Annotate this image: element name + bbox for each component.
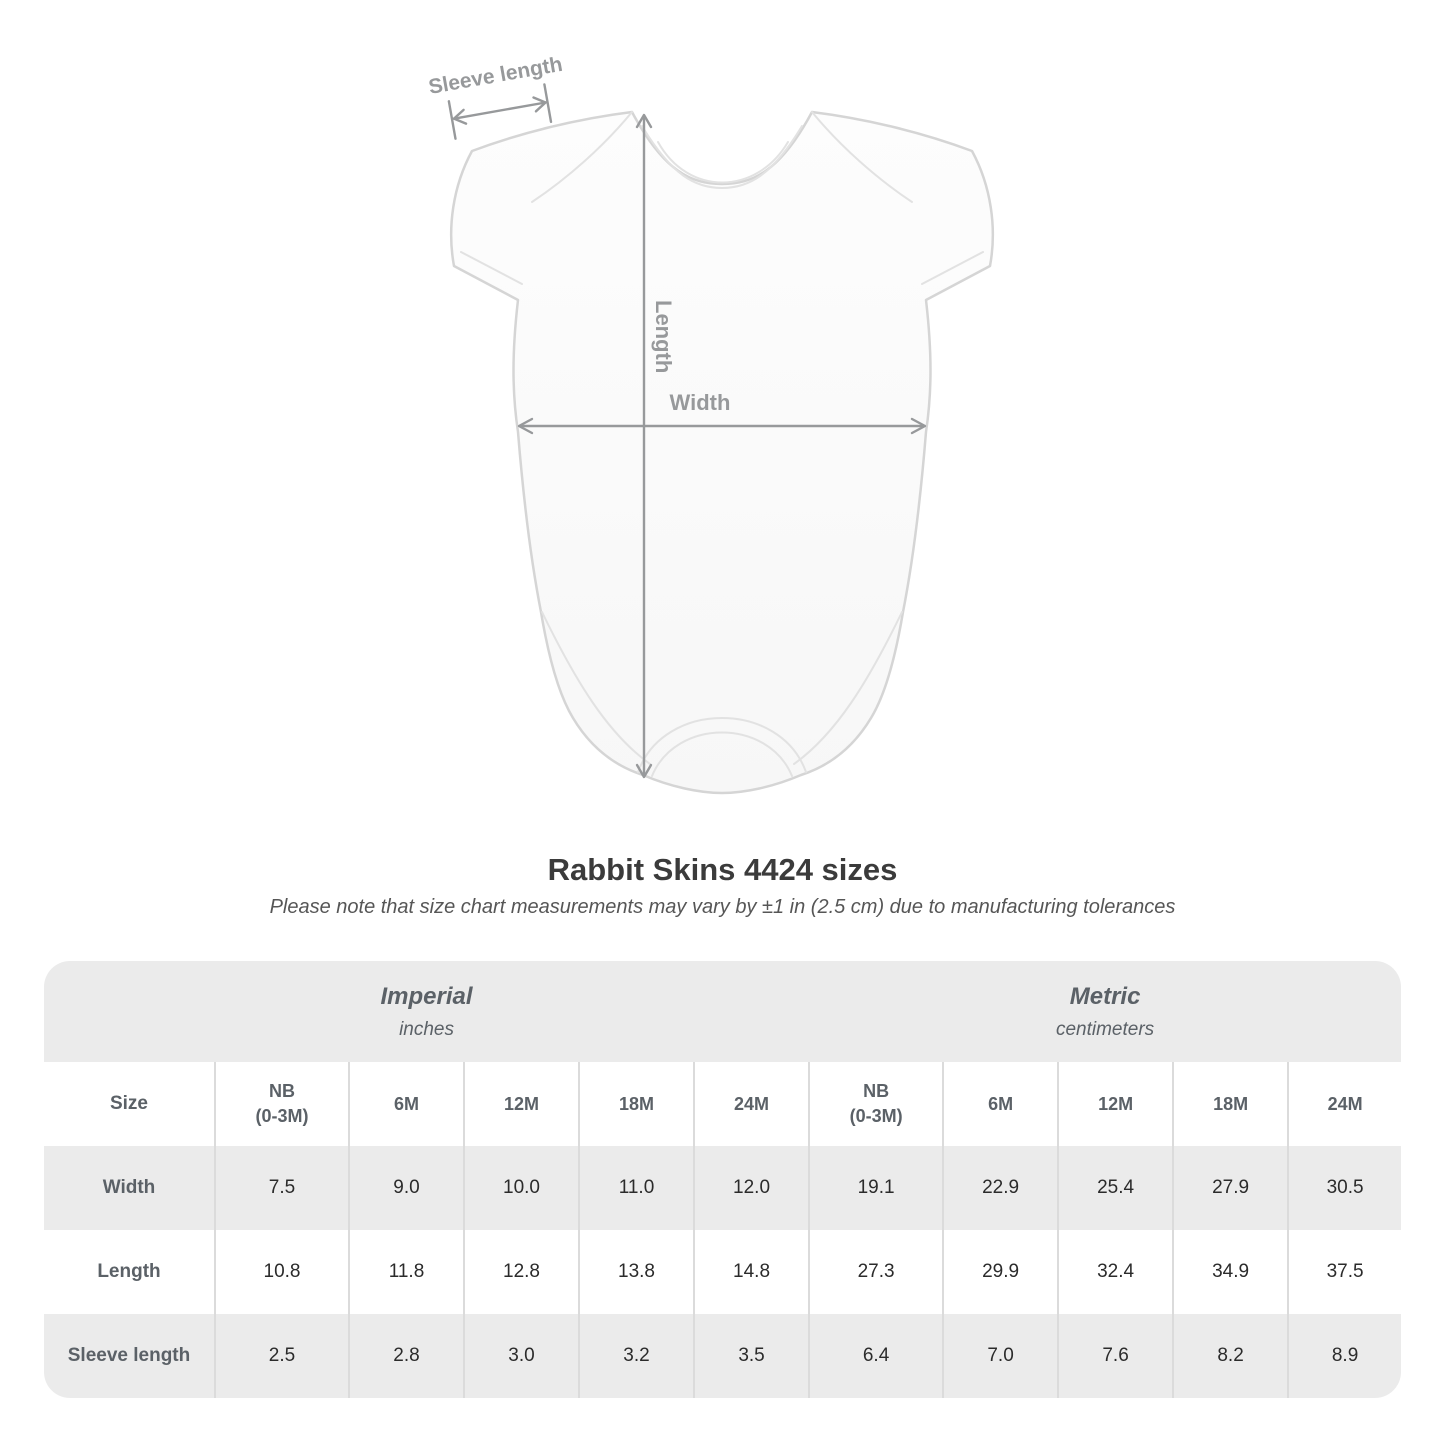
value-cell: 22.9 [942, 1146, 1059, 1230]
value-cell: 3.5 [692, 1314, 810, 1398]
value-cell: 8.2 [1172, 1314, 1289, 1398]
sleeve-length-arrow [447, 83, 553, 140]
length-arrow [635, 113, 653, 779]
value-cell: 37.5 [1287, 1230, 1401, 1314]
col-header-metric-24m: 24M [1287, 1062, 1401, 1146]
length-row: Length 10.8 11.8 12.8 13.8 14.8 27.3 29.… [44, 1230, 1401, 1314]
col-header-metric-12m: 12M [1057, 1062, 1174, 1146]
size-header-cell: Size [44, 1062, 215, 1146]
size-diagram-figure: Sleeve length Length Width [427, 53, 995, 795]
size-table: Imperial inches Metric centimeters Size … [44, 961, 1401, 1398]
value-cell: 27.3 [808, 1230, 944, 1314]
row-label-length: Length [44, 1230, 215, 1314]
value-cell: 9.0 [348, 1146, 464, 1230]
value-cell: 8.9 [1287, 1314, 1401, 1398]
value-cell: 30.5 [1287, 1146, 1401, 1230]
value-cell: 32.4 [1057, 1230, 1174, 1314]
row-label-sleeve-length: Sleeve length [44, 1314, 215, 1398]
value-cell: 7.0 [942, 1314, 1059, 1398]
onesie-seam-details [460, 111, 984, 777]
col-header-imperial-6m: 6M [348, 1062, 464, 1146]
value-cell: 2.8 [348, 1314, 464, 1398]
col-header-metric-6m: 6M [942, 1062, 1059, 1146]
width-label: Width [670, 390, 731, 415]
value-cell: 12.8 [463, 1230, 579, 1314]
imperial-section-header: Imperial inches [44, 961, 810, 1062]
size-header-row: Size NB (0-3M) 6M 12M 18M 24M NB (0-3M) … [44, 1062, 1401, 1146]
imperial-unit: inches [399, 1018, 454, 1040]
value-cell: 6.4 [808, 1314, 944, 1398]
onesie-outline [449, 110, 995, 795]
width-arrow [517, 417, 927, 435]
col-header-metric-nb: NB (0-3M) [808, 1062, 944, 1146]
value-cell: 3.0 [463, 1314, 579, 1398]
col-header-imperial-24m: 24M [692, 1062, 810, 1146]
value-cell: 10.8 [214, 1230, 349, 1314]
value-cell: 34.9 [1172, 1230, 1289, 1314]
value-cell: 11.0 [578, 1146, 694, 1230]
tolerance-note: Please note that size chart measurements… [269, 896, 1176, 918]
section-header-row: Imperial inches Metric centimeters [44, 961, 1401, 1062]
value-cell: 14.8 [692, 1230, 810, 1314]
col-header-imperial-nb: NB (0-3M) [214, 1062, 349, 1146]
value-cell: 29.9 [942, 1230, 1059, 1314]
value-cell: 7.5 [214, 1146, 349, 1230]
metric-section-header: Metric centimeters [809, 961, 1401, 1062]
size-table-container: Imperial inches Metric centimeters Size … [44, 961, 1401, 1398]
col-header-imperial-12m: 12M [463, 1062, 579, 1146]
width-row: Width 7.5 9.0 10.0 11.0 12.0 19.1 22.9 2… [44, 1146, 1401, 1230]
value-cell: 11.8 [348, 1230, 464, 1314]
row-label-width: Width [44, 1146, 215, 1230]
metric-label: Metric [1069, 982, 1141, 1010]
value-cell: 13.8 [578, 1230, 694, 1314]
onesie-illustration [449, 110, 995, 795]
sleeve-length-label: Sleeve length [427, 53, 564, 99]
value-cell: 27.9 [1172, 1146, 1289, 1230]
length-label: Length [651, 300, 676, 373]
page-title: Rabbit Skins 4424 sizes [547, 852, 898, 887]
value-cell: 12.0 [692, 1146, 810, 1230]
value-cell: 25.4 [1057, 1146, 1174, 1230]
value-cell: 19.1 [808, 1146, 944, 1230]
col-header-metric-18m: 18M [1172, 1062, 1289, 1146]
col-header-imperial-18m: 18M [578, 1062, 694, 1146]
metric-unit: centimeters [1055, 1018, 1155, 1040]
value-cell: 3.2 [578, 1314, 694, 1398]
value-cell: 2.5 [214, 1314, 349, 1398]
value-cell: 10.0 [463, 1146, 579, 1230]
value-cell: 7.6 [1057, 1314, 1174, 1398]
sleeve-length-row: Sleeve length 2.5 2.8 3.0 3.2 3.5 6.4 7.… [44, 1314, 1401, 1398]
imperial-label: Imperial [380, 982, 473, 1010]
